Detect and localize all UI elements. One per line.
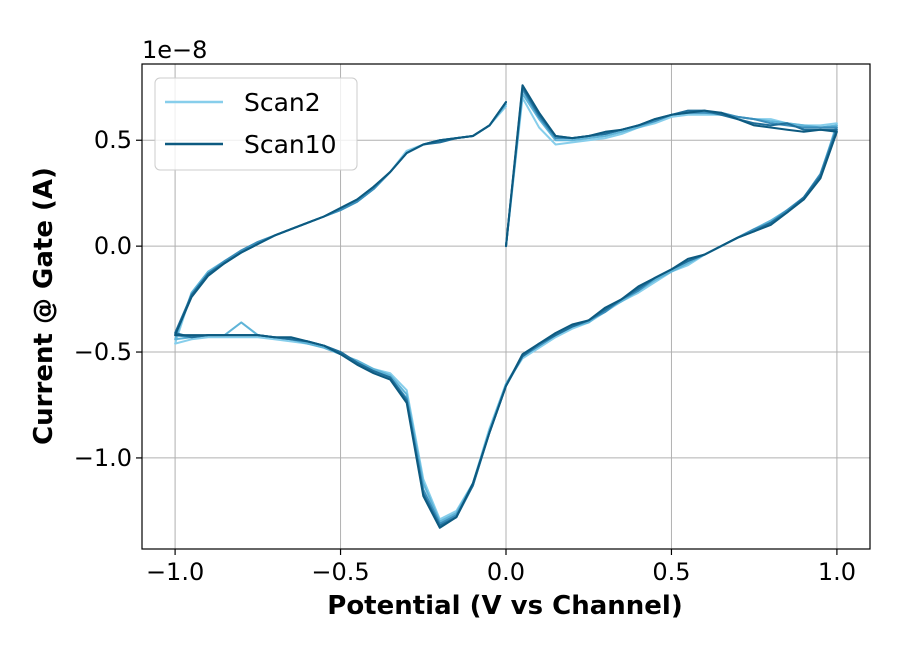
legend-label: Scan2 — [244, 88, 321, 117]
x-tick-label: 1.0 — [818, 558, 856, 586]
y-tick-label: 0.0 — [94, 232, 132, 260]
legend-label: Scan10 — [244, 130, 337, 159]
y-offset-text: 1e−8 — [142, 36, 207, 64]
x-tick-label: −0.5 — [311, 558, 369, 586]
x-axis-ticks: −1.0 −0.5 0.0 0.5 1.0 — [146, 549, 856, 586]
x-axis-label: Potential (V vs Channel) — [327, 591, 682, 621]
x-tick-label: 0.5 — [652, 558, 690, 586]
y-axis-label: Current @ Gate (A) — [29, 167, 59, 445]
series-line-scan10 — [174, 84, 838, 529]
y-axis-ticks: −1.0 −0.5 0.0 0.5 — [74, 126, 142, 472]
legend: Scan2 Scan10 — [154, 77, 358, 171]
y-tick-label: 0.5 — [94, 126, 132, 154]
series-layer — [174, 84, 838, 529]
y-tick-label: −1.0 — [74, 444, 132, 472]
x-tick-label: 0.0 — [487, 558, 525, 586]
y-tick-label: −0.5 — [74, 338, 132, 366]
x-tick-label: −1.0 — [146, 558, 204, 586]
